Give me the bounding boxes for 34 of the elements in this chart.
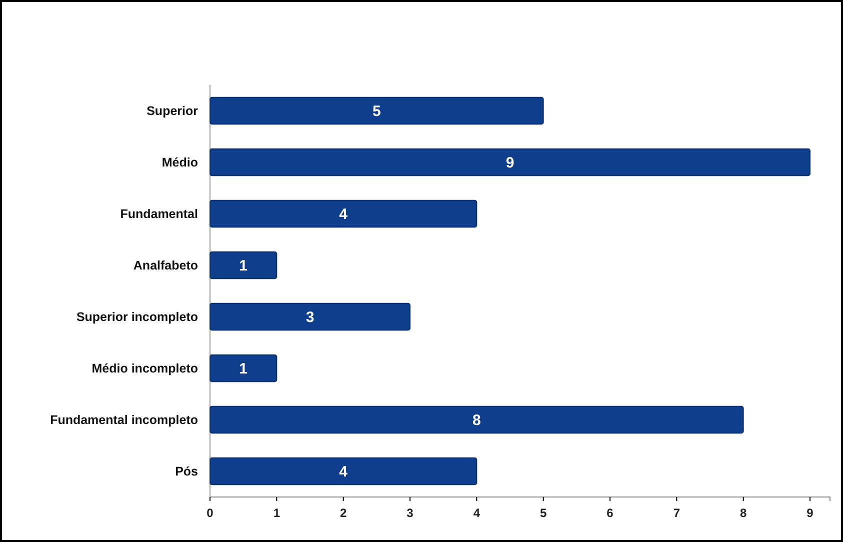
y-tick-label: Superior incompleto [76, 310, 198, 324]
data-label: 3 [306, 309, 314, 326]
y-tick-label: Analfabeto [133, 258, 198, 272]
x-tick-label: 1 [273, 506, 280, 520]
bar [210, 251, 278, 280]
bar [210, 148, 810, 176]
data-label: 4 [339, 206, 348, 223]
x-tick-label: 6 [606, 506, 614, 520]
y-tick-label: Médio incompleto [92, 361, 198, 376]
bar [210, 302, 410, 331]
bar [210, 200, 478, 228]
y-tick-label: Pós [175, 464, 198, 478]
data-label: 5 [372, 103, 381, 120]
bar [210, 354, 278, 382]
y-tick-label: Médio [162, 155, 198, 170]
data-label: 1 [239, 258, 248, 274]
x-tick-label: 9 [806, 506, 814, 520]
x-tick-label: 8 [740, 506, 747, 520]
data-label: 4 [339, 464, 348, 480]
bar [210, 96, 544, 125]
x-tick-label: 0 [206, 506, 214, 520]
y-tick-label: Superior [146, 104, 198, 118]
bar [210, 406, 744, 434]
data-label: 8 [472, 412, 481, 429]
y-tick-label: Fundamental incompleto [50, 412, 198, 427]
data-label: 1 [239, 360, 248, 378]
x-tick-label: 3 [406, 506, 414, 520]
data-label: 9 [506, 154, 514, 172]
x-tick-label: 7 [673, 506, 680, 520]
y-tick-label: Fundamental [120, 206, 198, 221]
x-tick-label: 2 [340, 506, 347, 520]
x-tick-label: 4 [473, 506, 480, 520]
x-tick-label: 5 [540, 506, 547, 520]
bar [210, 457, 478, 486]
